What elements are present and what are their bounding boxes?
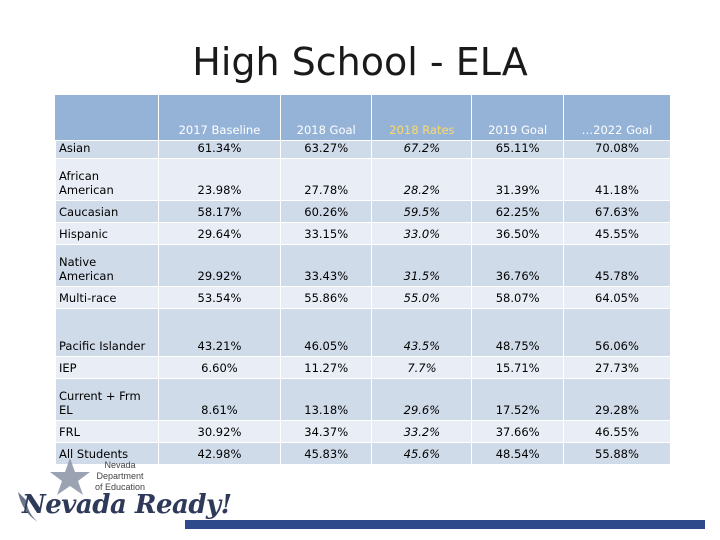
table-row: Current + Frm EL 8.61% 13.18% 29.6% 17.5… [55,378,670,420]
cell-2017-baseline: 61.34% [158,140,280,158]
header-cell-blank [55,95,158,140]
cell-2018-rates: 43.5% [371,308,472,356]
row-label: Hispanic [55,222,158,244]
cell-2019-goal: 36.50% [471,222,563,244]
row-label: All Students [55,442,158,464]
table-row: Multi-race 53.54% 55.86% 55.0% 58.07% 64… [55,286,670,308]
cell-2017-baseline: 23.98% [158,158,280,200]
cell-2017-baseline: 6.60% [158,356,280,378]
cell-2018-goal: 45.83% [279,442,372,464]
cell-2019-goal: 15.71% [471,356,563,378]
cell-2022-goal: 29.28% [562,378,670,420]
cell-2022-goal: 27.73% [562,356,670,378]
cell-2019-goal: 48.54% [471,442,563,464]
page-title: High School - ELA [192,40,528,84]
cell-2018-rates: 33.0% [371,222,472,244]
cell-2018-rates: 29.6% [371,378,472,420]
cell-2017-baseline: 30.92% [158,420,280,442]
cell-2017-baseline: 29.92% [158,244,280,286]
cell-2018-goal: 60.26% [279,200,372,222]
cell-2019-goal: 31.39% [471,158,563,200]
ela-table: 2017 Baseline 2018 Goal 2018 Rates 2019 … [55,95,670,464]
cell-2018-goal: 33.43% [279,244,372,286]
table-header-row: 2017 Baseline 2018 Goal 2018 Rates 2019 … [55,95,670,140]
header-2019-goal: 2019 Goal [471,95,563,140]
table-row: FRL 30.92% 34.37% 33.2% 37.66% 46.55% [55,420,670,442]
table-row: African American 23.98% 27.78% 28.2% 31.… [55,158,670,200]
cell-2018-rates: 45.6% [371,442,472,464]
cell-2018-goal: 34.37% [279,420,372,442]
row-label: Multi-race [55,286,158,308]
footer-bar [185,520,705,529]
cell-2018-goal: 33.15% [279,222,372,244]
row-label: Current + Frm EL [55,378,158,420]
cell-2019-goal: 37.66% [471,420,563,442]
cell-2019-goal: 36.76% [471,244,563,286]
row-label: African American [55,158,158,200]
logo-org-line2: of Education [94,482,146,492]
cell-2018-rates: 59.5% [371,200,472,222]
row-label: Caucasian [55,200,158,222]
logo-script: Nevada Ready! [22,490,232,520]
cell-2017-baseline: 29.64% [158,222,280,244]
row-label: Native American [55,244,158,286]
cell-2017-baseline: 53.54% [158,286,280,308]
cell-2022-goal: 55.88% [562,442,670,464]
cell-2018-goal: 63.27% [279,140,372,158]
row-label: IEP [55,356,158,378]
header-2018-goal: 2018 Goal [279,95,372,140]
cell-2019-goal: 65.11% [471,140,563,158]
cell-2018-goal: 13.18% [279,378,372,420]
cell-2018-goal: 27.78% [279,158,372,200]
cell-2022-goal: 45.55% [562,222,670,244]
table-row: All Students 42.98% 45.83% 45.6% 48.54% … [55,442,670,464]
header-2022-goal: …2022 Goal [562,95,670,140]
row-label: FRL [55,420,158,442]
cell-2022-goal: 41.18% [562,158,670,200]
cell-2017-baseline: 8.61% [158,378,280,420]
table-row: Caucasian 58.17% 60.26% 59.5% 62.25% 67.… [55,200,670,222]
header-2018-rates: 2018 Rates [371,95,472,140]
cell-2018-rates: 55.0% [371,286,472,308]
logo-org-line1: Nevada Department [96,460,144,481]
cell-2022-goal: 67.63% [562,200,670,222]
cell-2018-rates: 28.2% [371,158,472,200]
table-row: Hispanic 29.64% 33.15% 33.0% 36.50% 45.5… [55,222,670,244]
cell-2018-rates: 31.5% [371,244,472,286]
table-row: IEP 6.60% 11.27% 7.7% 15.71% 27.73% [55,356,670,378]
cell-2019-goal: 58.07% [471,286,563,308]
cell-2018-goal: 11.27% [279,356,372,378]
cell-2018-goal: 46.05% [279,308,372,356]
cell-2019-goal: 62.25% [471,200,563,222]
cell-2018-rates: 67.2% [371,140,472,158]
cell-2022-goal: 56.06% [562,308,670,356]
star-icon [18,458,90,522]
cell-2018-rates: 33.2% [371,420,472,442]
cell-2019-goal: 48.75% [471,308,563,356]
cell-2017-baseline: 42.98% [158,442,280,464]
table-row: Native American 29.92% 33.43% 31.5% 36.7… [55,244,670,286]
cell-2022-goal: 45.78% [562,244,670,286]
cell-2022-goal: 46.55% [562,420,670,442]
cell-2022-goal: 64.05% [562,286,670,308]
table-row: Asian 61.34% 63.27% 67.2% 65.11% 70.08% [55,140,670,158]
cell-2017-baseline: 58.17% [158,200,280,222]
cell-2018-rates: 7.7% [371,356,472,378]
cell-2017-baseline: 43.21% [158,308,280,356]
row-label: Pacific Islander [55,308,158,356]
table-row: Pacific Islander 43.21% 46.05% 43.5% 48.… [55,308,670,356]
header-2017-baseline: 2017 Baseline [158,95,280,140]
cell-2018-goal: 55.86% [279,286,372,308]
row-label: Asian [55,140,158,158]
logo-org-name: Nevada Department of Education [80,460,160,493]
cell-2022-goal: 70.08% [562,140,670,158]
cell-2019-goal: 17.52% [471,378,563,420]
